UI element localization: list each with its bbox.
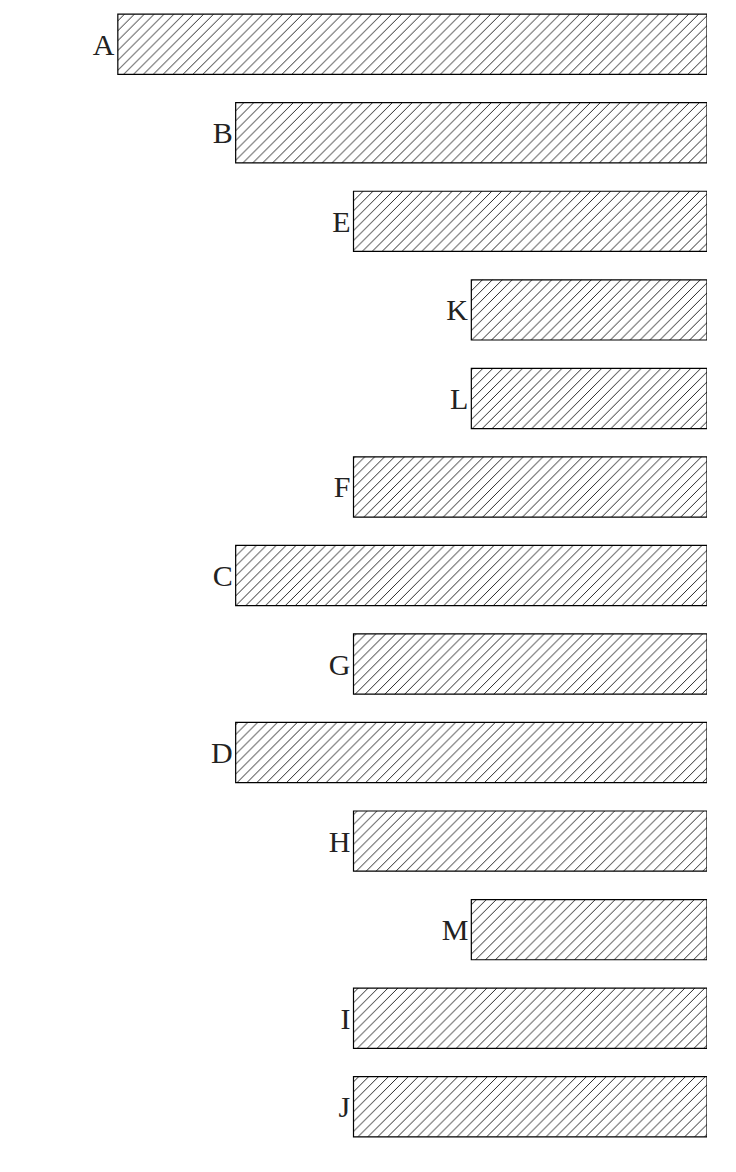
svg-text:E: E bbox=[332, 205, 350, 238]
svg-text:D: D bbox=[211, 736, 233, 769]
svg-text:G: G bbox=[329, 648, 351, 681]
svg-text:J: J bbox=[339, 1090, 351, 1123]
svg-text:F: F bbox=[334, 470, 351, 503]
svg-text:H: H bbox=[329, 825, 351, 858]
svg-text:C: C bbox=[213, 559, 233, 592]
svg-text:L: L bbox=[450, 382, 468, 415]
svg-text:K: K bbox=[446, 293, 468, 326]
svg-text:M: M bbox=[442, 913, 469, 946]
svg-text:B: B bbox=[213, 116, 233, 149]
svg-text:A: A bbox=[93, 28, 115, 61]
svg-text:I: I bbox=[341, 1002, 351, 1035]
